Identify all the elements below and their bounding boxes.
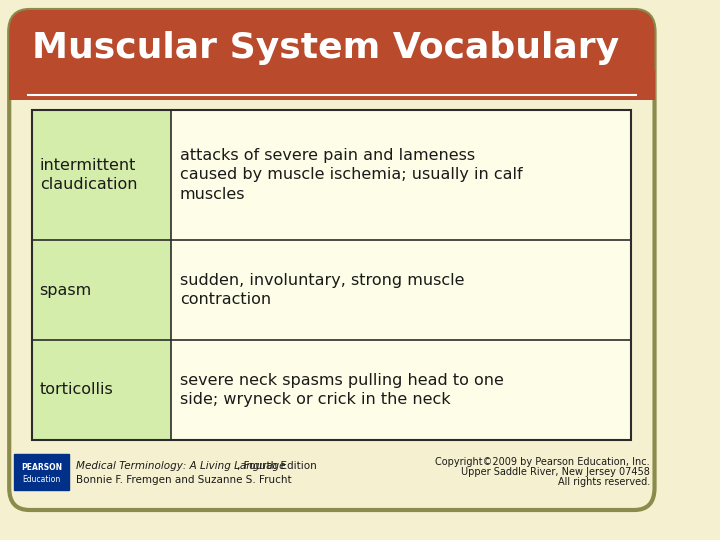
Bar <box>32 340 171 440</box>
Bar <box>14 454 69 490</box>
Bar <box>32 110 631 440</box>
Text: torticollis: torticollis <box>40 382 113 397</box>
FancyBboxPatch shape <box>9 10 654 100</box>
Text: sudden, involuntary, strong muscle
contraction: sudden, involuntary, strong muscle contr… <box>180 273 464 307</box>
Text: spasm: spasm <box>40 282 92 298</box>
Text: , Fourth Edition: , Fourth Edition <box>237 461 317 471</box>
Text: severe neck spasms pulling head to one
side; wryneck or crick in the neck: severe neck spasms pulling head to one s… <box>180 373 504 407</box>
Text: All rights reserved.: All rights reserved. <box>558 477 650 487</box>
Text: Bonnie F. Fremgen and Suzanne S. Frucht: Bonnie F. Fremgen and Suzanne S. Frucht <box>76 475 291 485</box>
Text: attacks of severe pain and lameness
caused by muscle ischemia; usually in calf
m: attacks of severe pain and lameness caus… <box>180 148 523 202</box>
Text: intermittent
claudication: intermittent claudication <box>40 158 137 192</box>
Text: PEARSON: PEARSON <box>21 463 62 472</box>
Bar <box>9 70 654 100</box>
Bar <box>32 240 171 340</box>
Text: Upper Saddle River, New Jersey 07458: Upper Saddle River, New Jersey 07458 <box>461 467 650 477</box>
Text: Medical Terminology: A Living Language: Medical Terminology: A Living Language <box>76 461 285 471</box>
Text: Copyright©2009 by Pearson Education, Inc.: Copyright©2009 by Pearson Education, Inc… <box>436 457 650 467</box>
Text: Education: Education <box>22 476 60 484</box>
Bar <box>32 110 631 440</box>
FancyBboxPatch shape <box>9 10 654 510</box>
Text: Muscular System Vocabulary: Muscular System Vocabulary <box>32 31 619 65</box>
Bar <box>32 110 171 240</box>
